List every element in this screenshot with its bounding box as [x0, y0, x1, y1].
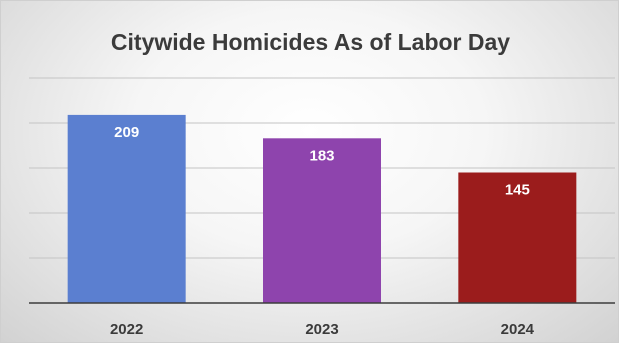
x-tick-label-2022: 2022	[110, 321, 143, 338]
bar-2024	[458, 172, 577, 303]
data-label-2023: 183	[309, 147, 334, 164]
bar-2022	[67, 114, 186, 304]
chart-title: Citywide Homicides As of Labor Day	[110, 29, 511, 55]
data-label-2024: 145	[505, 182, 530, 199]
x-tick-label-2024: 2024	[501, 321, 535, 338]
data-label-2022: 209	[114, 124, 139, 141]
bar-2023	[263, 138, 381, 303]
x-tick-label-2023: 2023	[305, 321, 338, 338]
